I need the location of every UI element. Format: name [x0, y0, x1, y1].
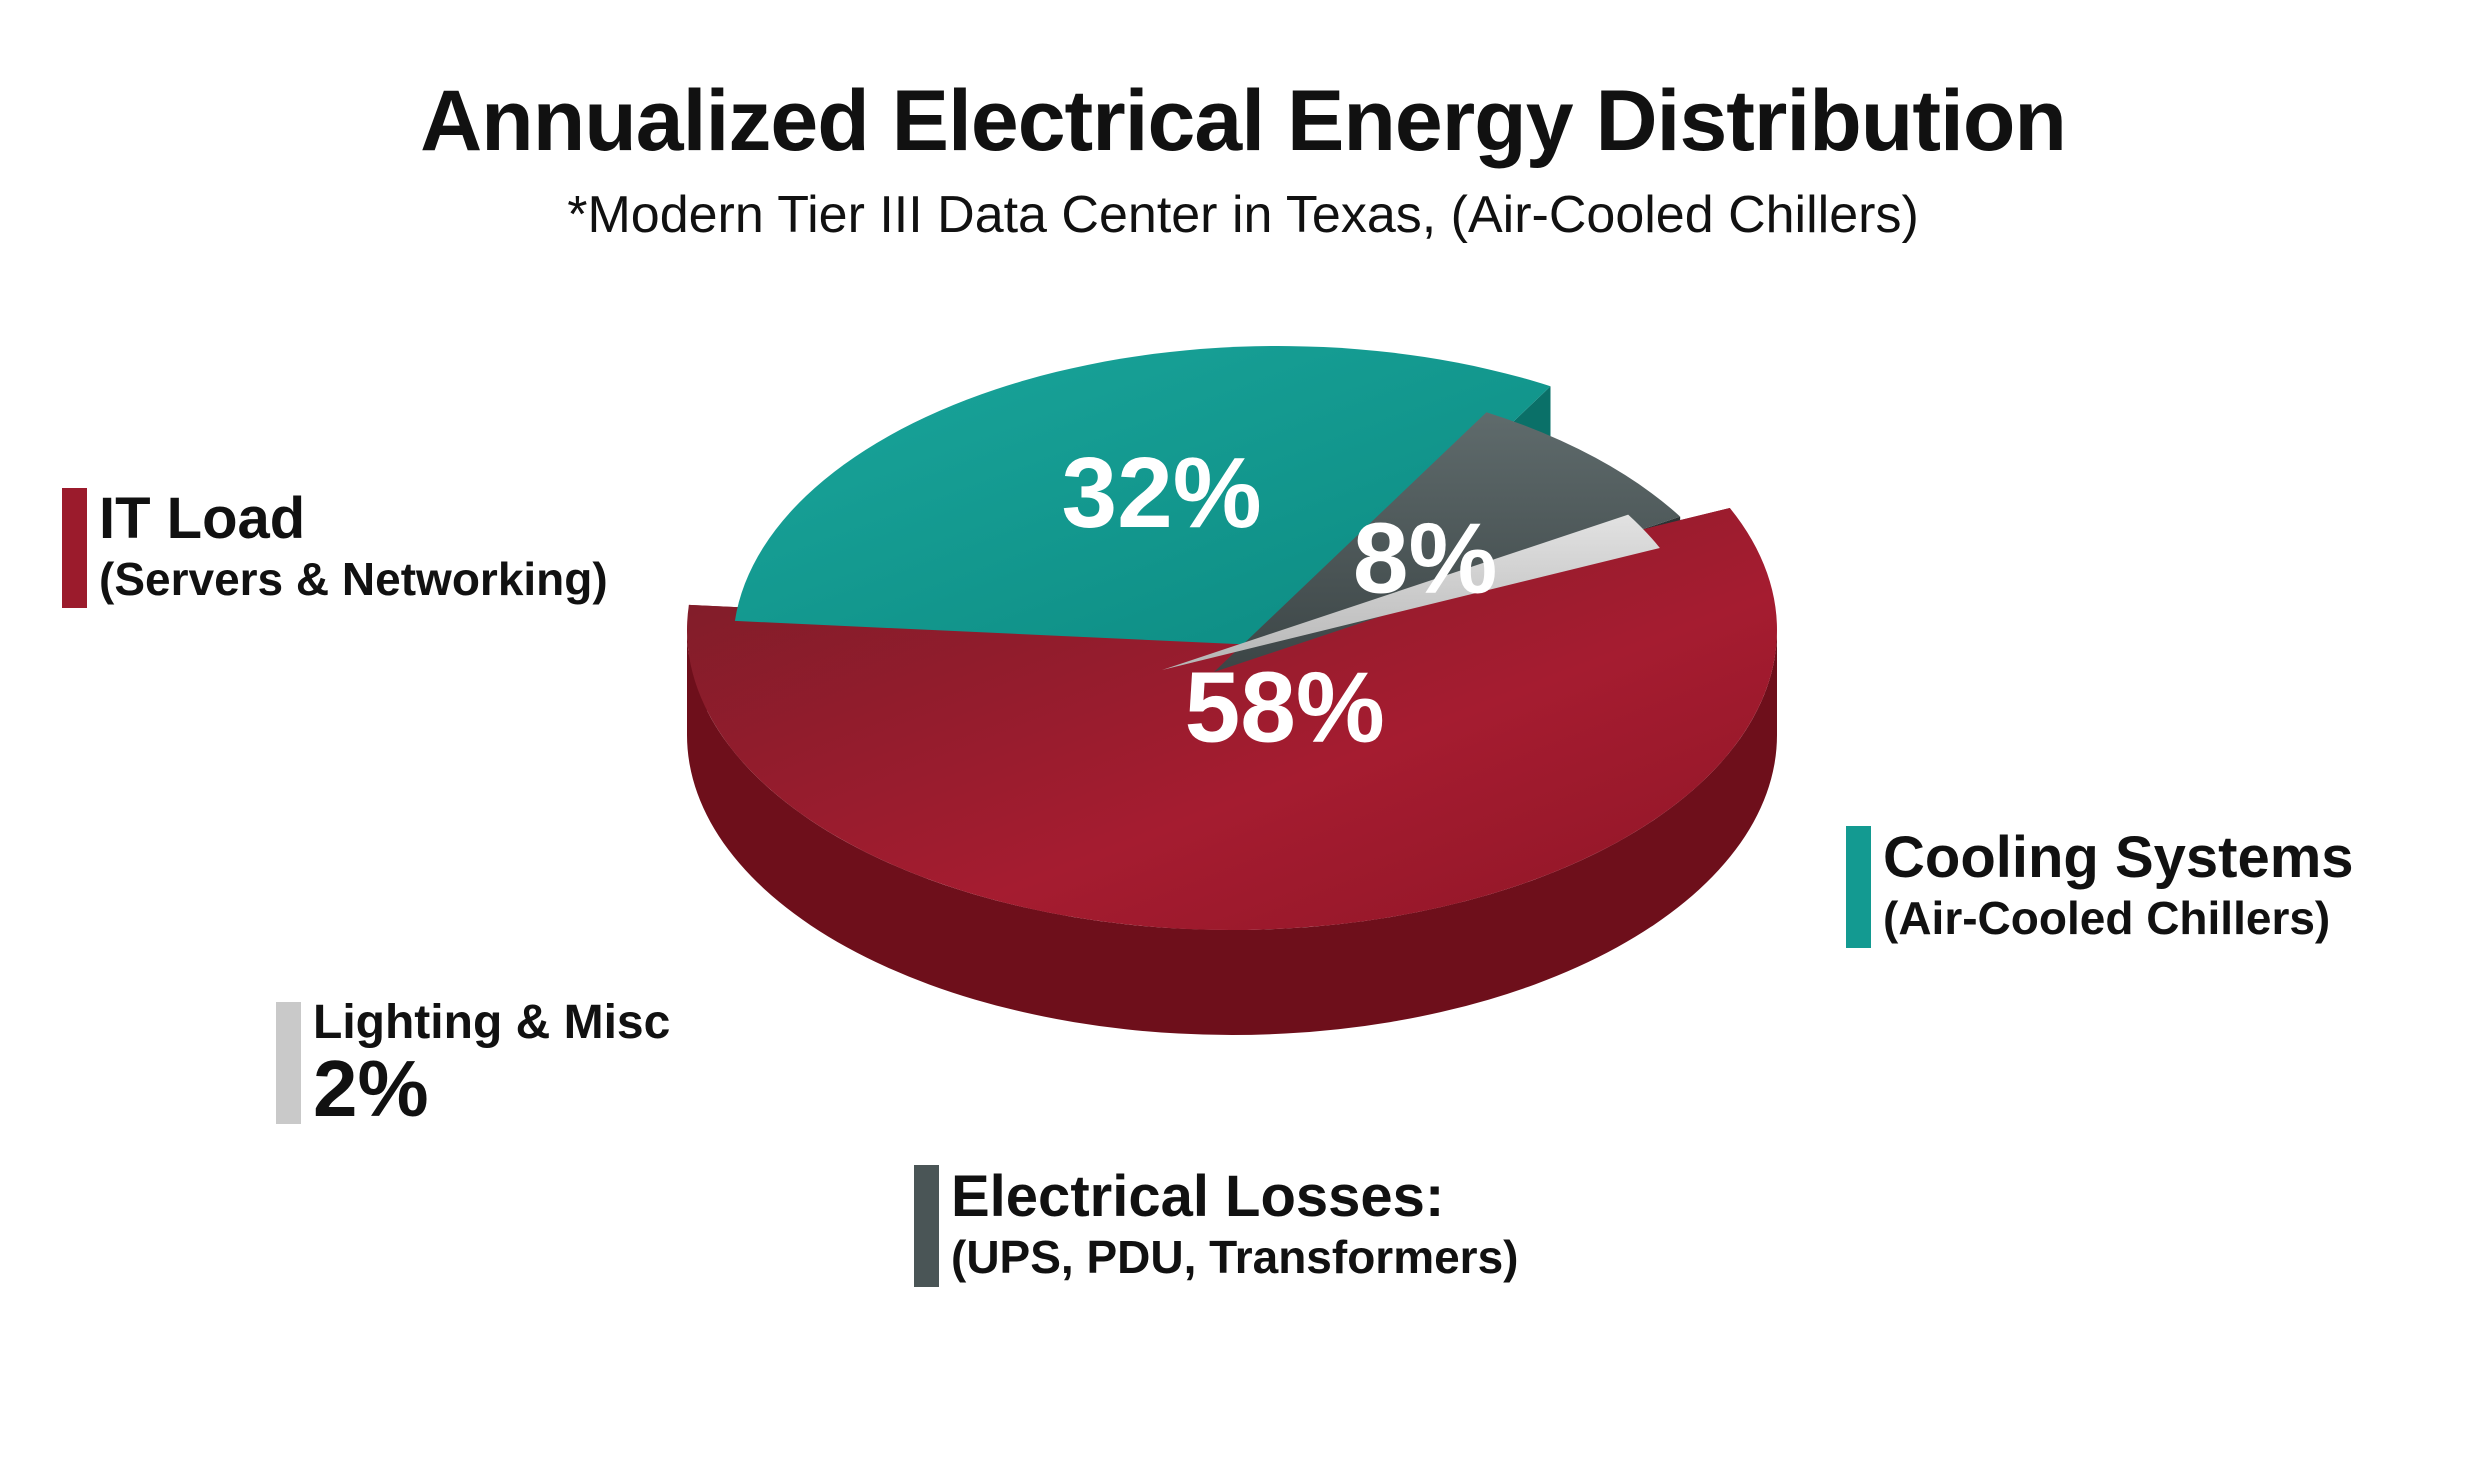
pie-label-it: 58% — [1185, 652, 1385, 764]
legend-lighting-value: 2% — [313, 1044, 429, 1134]
legend-electrical-losses: Electrical Losses: (UPS, PDU, Transforme… — [914, 1165, 1518, 1287]
legend-swatch-lighting — [276, 1002, 301, 1124]
chart-subtitle: *Modern Tier III Data Center in Texas, (… — [567, 186, 1919, 244]
legend-cooling-detail: (Air-Cooled Chillers) — [1883, 892, 2331, 945]
legend-cooling-systems: Cooling Systems (Air-Cooled Chillers) — [1846, 826, 2354, 948]
pie-slice-it — [687, 507, 1777, 930]
pie-label-cooling: 32% — [1061, 437, 1261, 549]
legend-swatch-cooling — [1846, 826, 1871, 948]
chart-title: Annualized Electrical Energy Distributio… — [420, 73, 2067, 169]
pie-label-electrical: 8% — [1353, 503, 1498, 615]
pie-slice-lighting — [1162, 514, 1660, 670]
legend-lighting-name: Lighting & Misc — [313, 995, 671, 1049]
pie-rim-it-0 — [687, 630, 1777, 1035]
legend-swatch-electrical — [914, 1165, 939, 1287]
legend-electrical-detail: (UPS, PDU, Transformers) — [951, 1231, 1519, 1284]
legend-swatch-it-load — [62, 488, 87, 608]
legend-electrical-name: Electrical Losses: — [951, 1164, 1445, 1230]
legend-it-load-detail: (Servers & Networking) — [99, 553, 608, 606]
legend-it-load: IT Load (Servers & Networking) — [62, 486, 608, 608]
legend-it-load-name: IT Load — [99, 486, 306, 552]
pie-slice-electrical — [1214, 412, 1681, 672]
legend-lighting-misc: Lighting & Misc 2% — [276, 996, 670, 1129]
legend-cooling-name: Cooling Systems — [1883, 825, 2354, 891]
